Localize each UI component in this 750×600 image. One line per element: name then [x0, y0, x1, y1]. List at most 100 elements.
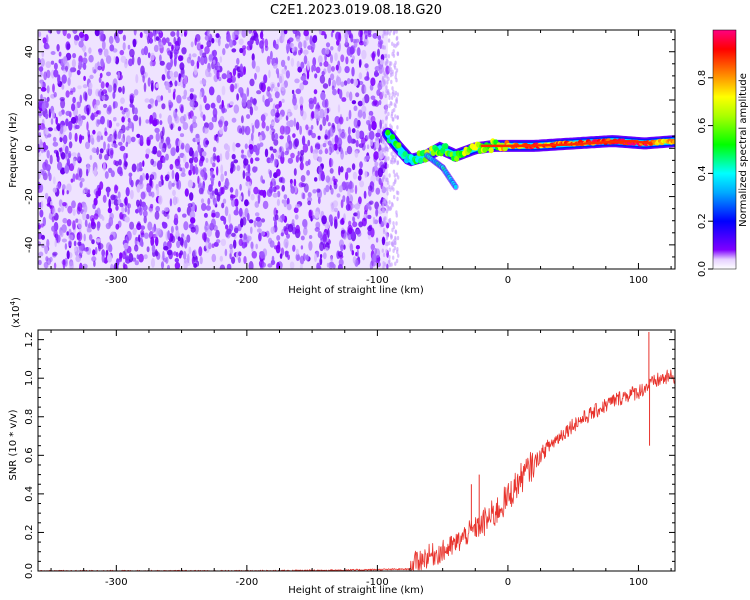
- noise-speckle: [335, 76, 342, 86]
- noise-speckle: [216, 94, 222, 104]
- noise-speckle: [361, 252, 366, 261]
- noise-speckle: [372, 32, 378, 39]
- snr-multiplier-close: ): [11, 297, 22, 301]
- noise-speckle: [43, 71, 48, 81]
- noise-speckle: [385, 58, 389, 63]
- noise-speckle: [100, 58, 104, 68]
- snr-y-ticks: 0.0 0.2 0.4 0.6 0.8 1.0 1.2: [24, 332, 675, 579]
- noise-speckle: [260, 30, 264, 35]
- noise-speckle: [260, 114, 266, 122]
- noise-speckle: [215, 33, 220, 39]
- noise-speckle: [166, 213, 170, 220]
- noise-speckle: [255, 37, 260, 46]
- noise-speckle: [330, 31, 334, 38]
- noise-speckle: [263, 74, 268, 84]
- noise-speckle: [41, 243, 46, 248]
- noise-speckle: [379, 135, 383, 144]
- noise-speckle: [270, 108, 276, 117]
- noise-speckle: [394, 114, 397, 119]
- noise-speckle: [45, 44, 50, 49]
- noise-speckle: [321, 47, 327, 56]
- noise-speckle: [384, 93, 387, 99]
- noise-speckle: [77, 234, 81, 240]
- noise-speckle: [40, 223, 44, 228]
- noise-speckle: [254, 157, 260, 162]
- noise-speckle: [187, 203, 193, 208]
- noise-speckle: [268, 92, 272, 99]
- noise-speckle: [46, 96, 50, 102]
- noise-speckle: [282, 34, 285, 42]
- noise-speckle: [135, 74, 139, 84]
- noise-speckle: [128, 252, 134, 263]
- noise-speckle: [114, 130, 117, 140]
- noise-speckle: [277, 217, 282, 222]
- noise-speckle: [353, 105, 358, 112]
- noise-speckle: [390, 95, 394, 101]
- noise-speckle: [219, 255, 223, 262]
- noise-speckle: [212, 49, 218, 57]
- noise-speckle: [270, 259, 276, 265]
- noise-speckle: [184, 239, 188, 249]
- noise-speckle: [62, 188, 65, 196]
- noise-speckle: [269, 170, 272, 179]
- noise-speckle: [193, 65, 198, 76]
- noise-speckle: [188, 157, 194, 164]
- noise-speckle: [368, 123, 372, 132]
- noise-speckle: [300, 235, 305, 241]
- noise-speckle: [340, 166, 344, 173]
- noise-speckle: [38, 66, 44, 72]
- noise-speckle: [144, 98, 150, 103]
- noise-speckle: [351, 100, 357, 105]
- noise-speckle: [370, 77, 376, 86]
- noise-speckle: [226, 78, 233, 84]
- noise-speckle: [369, 200, 374, 205]
- noise-speckle: [72, 173, 76, 183]
- noise-speckle: [117, 131, 122, 140]
- noise-speckle: [60, 98, 66, 109]
- noise-speckle: [270, 226, 276, 234]
- noise-speckle: [395, 258, 399, 264]
- noise-speckle: [351, 250, 355, 256]
- noise-speckle: [94, 166, 97, 177]
- noise-speckle: [250, 226, 253, 234]
- noise-speckle: [302, 80, 309, 86]
- noise-speckle: [128, 172, 133, 178]
- noise-speckle: [137, 221, 141, 227]
- noise-speckle: [324, 148, 329, 155]
- noise-speckle: [358, 196, 362, 205]
- noise-speckle: [216, 166, 219, 176]
- noise-speckle: [293, 207, 299, 214]
- noise-speckle: [82, 57, 88, 65]
- noise-speckle: [344, 150, 348, 156]
- noise-speckle: [241, 93, 247, 104]
- noise-speckle: [319, 108, 325, 119]
- noise-speckle: [51, 110, 55, 119]
- noise-speckle: [147, 221, 153, 231]
- noise-speckle: [77, 218, 83, 229]
- noise-speckle: [327, 122, 331, 127]
- noise-speckle: [394, 43, 397, 49]
- noise-speckle: [272, 148, 277, 153]
- colorbar-tick-label: 0.0: [697, 261, 708, 277]
- noise-speckle: [311, 111, 315, 119]
- noise-speckle: [320, 31, 326, 36]
- noise-speckle: [358, 30, 363, 38]
- noise-speckle: [199, 256, 203, 265]
- noise-speckle: [388, 240, 391, 246]
- noise-speckle: [374, 72, 380, 77]
- colorbar-tick-label: 0.4: [697, 165, 708, 181]
- noise-speckle: [123, 198, 127, 204]
- noise-speckle: [320, 172, 325, 182]
- noise-speckle: [168, 180, 173, 190]
- noise-speckle: [125, 153, 129, 159]
- noise-speckle: [260, 218, 266, 223]
- noise-speckle: [197, 175, 200, 185]
- noise-speckle: [66, 250, 70, 260]
- noise-speckle: [75, 102, 78, 112]
- noise-speckle: [85, 141, 90, 150]
- noise-speckle: [354, 203, 361, 210]
- noise-speckle: [395, 221, 398, 226]
- noise-speckle: [77, 114, 82, 122]
- noise-speckle: [379, 40, 383, 50]
- noise-speckle: [189, 124, 193, 132]
